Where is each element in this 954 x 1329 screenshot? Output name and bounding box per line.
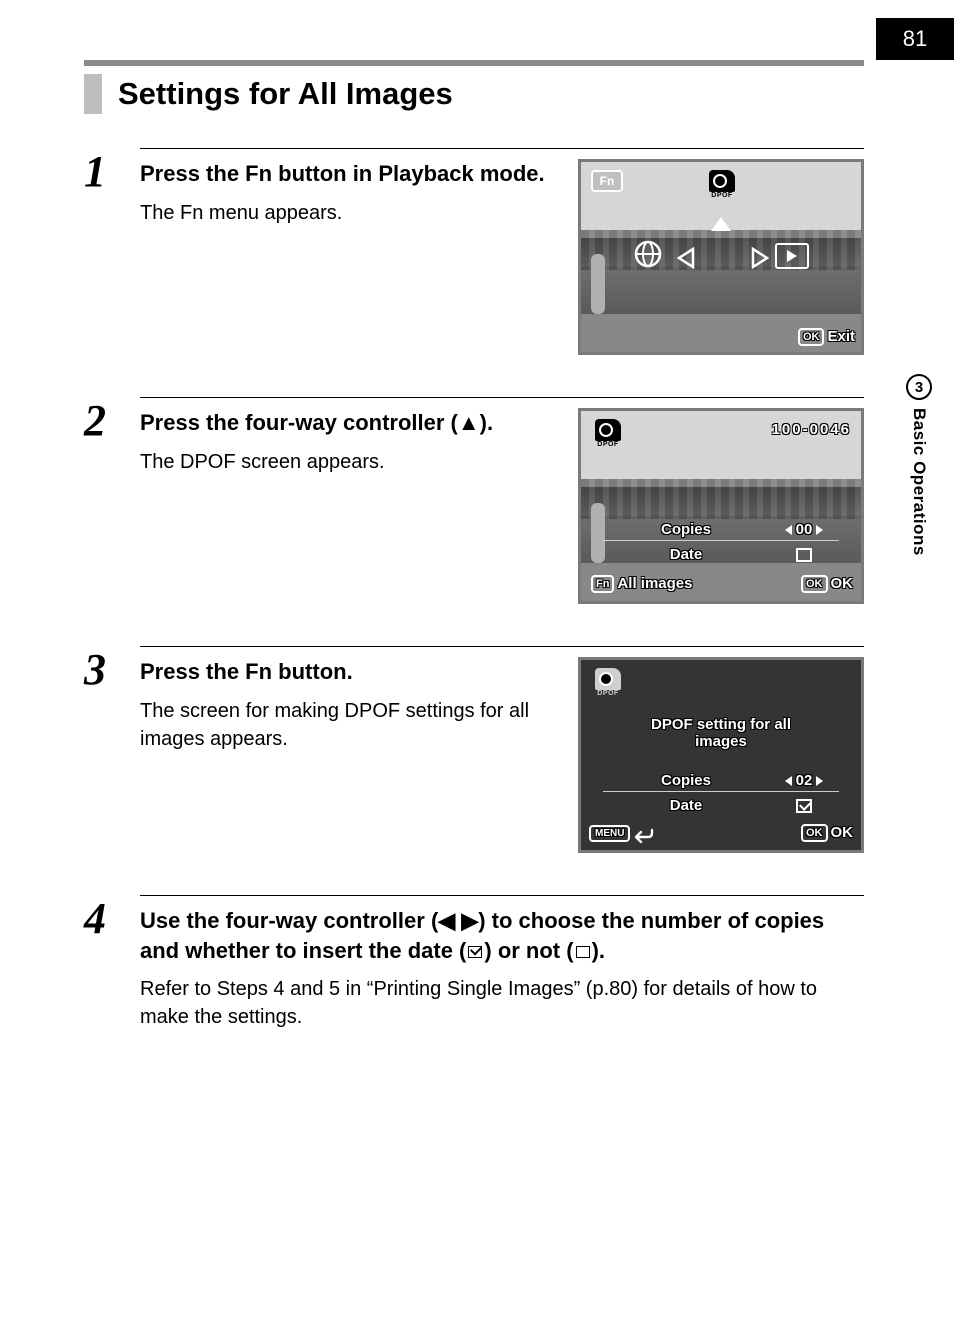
date-label: Date: [603, 797, 769, 814]
date-row: Date: [603, 543, 839, 565]
step-2-title-part-a: Press the four-way controller (: [140, 410, 458, 435]
step-1-title: Press the Fn button in Playback mode.: [140, 159, 558, 189]
step-2-number: 2: [84, 397, 118, 604]
lcd-dark-background: [581, 660, 861, 850]
up-triangle-glyph: ▲: [458, 410, 480, 435]
step-3-desc: The screen for making DPOF settings for …: [140, 697, 558, 753]
copies-label: Copies: [603, 521, 769, 538]
left-arrow-icon: [785, 525, 792, 535]
checkbox-empty-glyph: [576, 946, 590, 958]
exit-label: Exit: [827, 328, 855, 345]
lcd-photo-background: [581, 411, 861, 601]
step-1-number: 1: [84, 148, 118, 355]
playback-icon: [775, 243, 809, 269]
date-row: Date: [603, 794, 839, 816]
ok-badge-icon: OK: [798, 328, 825, 346]
lcd-exit-hint: OKExit: [798, 328, 855, 346]
right-arrow-outline-icon: [751, 247, 765, 267]
lcd-screenshot-dpof: DPOF 100-0046 Copies 00 Date FnAll image…: [578, 408, 864, 604]
step-1-desc: The Fn menu appears.: [140, 199, 558, 227]
step-4-desc: Refer to Steps 4 and 5 in “Printing Sing…: [140, 975, 864, 1031]
lcd-ok-hint: OKOK: [801, 575, 853, 593]
left-arrow-outline-icon: [677, 247, 691, 267]
section-header-accent: [84, 74, 102, 114]
step-2-title: Press the four-way controller (▲).: [140, 408, 558, 438]
copies-row: Copies 00: [603, 519, 839, 541]
checkbox-checked-glyph: [468, 946, 482, 958]
globe-icon: [633, 239, 663, 269]
copies-label: Copies: [603, 772, 769, 789]
fn-badge-icon: Fn: [591, 170, 623, 192]
step-3-title-part-a: Press the: [140, 659, 245, 684]
back-arrow-icon: [633, 827, 653, 841]
lcd-screenshot-dpof-all: DPOF DPOF setting for all images Copies …: [578, 657, 864, 853]
file-number-label: 100-0046: [772, 421, 851, 438]
left-right-glyph: ◀ ▶: [438, 908, 478, 933]
step-1: 1 Press the Fn button in Playback mode. …: [84, 148, 864, 355]
fn-label-inline: Fn: [245, 659, 272, 684]
ok-badge-icon: OK: [801, 575, 828, 593]
lcd-screenshot-fn-menu: Fn DPOF: [578, 159, 864, 355]
fn-label-inline: Fn: [245, 161, 272, 186]
up-arrow-icon: [711, 217, 731, 231]
dpof-icon: DPOF: [595, 668, 621, 697]
dpof-icon: DPOF: [595, 419, 621, 448]
chapter-label: Basic Operations: [909, 408, 929, 556]
section-title: Settings for All Images: [118, 76, 453, 112]
menu-badge-icon: MENU: [589, 825, 630, 842]
step-4-title: Use the four-way controller (◀ ▶) to cho…: [140, 906, 864, 965]
copies-value: 02: [769, 772, 839, 789]
step-3-number: 3: [84, 646, 118, 853]
step-3-title-part-b: button.: [272, 659, 353, 684]
all-images-label: All images: [617, 575, 692, 592]
section-header: Settings for All Images: [84, 60, 864, 114]
chapter-number-badge: 3: [906, 374, 932, 400]
step-4-number: 4: [84, 895, 118, 1031]
step-3: 3 Press the Fn button. The screen for ma…: [84, 646, 864, 853]
step-2-desc: The DPOF screen appears.: [140, 448, 558, 476]
dpof-icon: DPOF: [709, 170, 735, 199]
lcd-ok-hint: OKOK: [801, 824, 853, 842]
step-3-title: Press the Fn button.: [140, 657, 558, 687]
dpof-all-heading: DPOF setting for all images: [581, 716, 861, 750]
lcd-menu-hint: MENU: [589, 824, 653, 842]
step-4: 4 Use the four-way controller (◀ ▶) to c…: [84, 895, 864, 1031]
checkbox-empty-icon: [796, 548, 812, 562]
step-4-title-part-a: Use the four-way controller (: [140, 908, 438, 933]
checkbox-checked-icon: [796, 799, 812, 813]
left-arrow-icon: [785, 776, 792, 786]
step-4-title-part-c: ) or not (: [484, 938, 573, 963]
right-arrow-icon: [816, 525, 823, 535]
step-2-title-part-b: ).: [480, 410, 493, 435]
right-arrow-icon: [816, 776, 823, 786]
chapter-number: 3: [915, 379, 923, 396]
page-number-value: 81: [903, 26, 927, 52]
page-number: 81: [876, 18, 954, 60]
step-4-title-part-d: ).: [592, 938, 605, 963]
copies-value: 00: [769, 521, 839, 538]
step-2: 2 Press the four-way controller (▲). The…: [84, 397, 864, 604]
ok-label: OK: [831, 824, 854, 841]
page-content: Settings for All Images 1 Press the Fn b…: [0, 0, 954, 1113]
step-1-title-part-b: button in Playback mode.: [272, 161, 545, 186]
ok-label: OK: [831, 575, 854, 592]
date-label: Date: [603, 546, 769, 563]
chapter-side-tab: 3 Basic Operations: [900, 374, 938, 614]
step-1-title-part-a: Press the: [140, 161, 245, 186]
fn-badge-icon: Fn: [591, 575, 614, 593]
copies-row: Copies 02: [603, 770, 839, 792]
ok-badge-icon: OK: [801, 824, 828, 842]
lcd-all-images-hint: FnAll images: [591, 575, 692, 593]
